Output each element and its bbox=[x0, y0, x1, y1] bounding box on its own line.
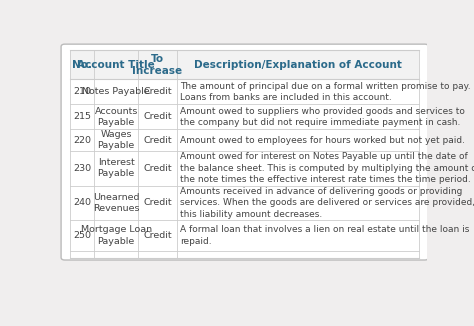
Text: Account Title: Account Title bbox=[77, 60, 155, 70]
Text: 240: 240 bbox=[73, 199, 91, 207]
Text: Notes Payable: Notes Payable bbox=[82, 87, 150, 96]
Text: Interest
Payable: Interest Payable bbox=[98, 158, 135, 178]
Text: To
Increase: To Increase bbox=[132, 54, 182, 76]
Text: Credit: Credit bbox=[143, 87, 172, 96]
Text: 220: 220 bbox=[73, 136, 91, 145]
Text: 230: 230 bbox=[73, 164, 91, 173]
Text: Credit: Credit bbox=[143, 164, 172, 173]
Text: 215: 215 bbox=[73, 112, 91, 122]
Bar bbox=[70, 51, 419, 79]
Text: Credit: Credit bbox=[143, 231, 172, 240]
Text: Mortgage Loan
Payable: Mortgage Loan Payable bbox=[81, 226, 152, 245]
Text: Accounts
Payable: Accounts Payable bbox=[94, 107, 138, 127]
Text: Unearned
Revenues: Unearned Revenues bbox=[93, 193, 139, 213]
Text: A formal loan that involves a lien on real estate until the loan is
repaid.: A formal loan that involves a lien on re… bbox=[181, 225, 470, 246]
Text: Amount owed to suppliers who provided goods and services to
the company but did : Amount owed to suppliers who provided go… bbox=[181, 107, 465, 127]
Text: Description/Explanation of Account: Description/Explanation of Account bbox=[194, 60, 402, 70]
Text: Credit: Credit bbox=[143, 136, 172, 145]
Text: Credit: Credit bbox=[143, 199, 172, 207]
Text: Amounts received in advance of delivering goods or providing
services. When the : Amounts received in advance of deliverin… bbox=[181, 187, 474, 219]
Text: The amount of principal due on a formal written promise to pay.
Loans from banks: The amount of principal due on a formal … bbox=[181, 82, 471, 102]
Text: Amount owed to employees for hours worked but not yet paid.: Amount owed to employees for hours worke… bbox=[181, 136, 465, 145]
Text: No.: No. bbox=[72, 60, 92, 70]
Text: Credit: Credit bbox=[143, 112, 172, 122]
Text: 210: 210 bbox=[73, 87, 91, 96]
Text: Wages
Payable: Wages Payable bbox=[98, 130, 135, 150]
Text: 250: 250 bbox=[73, 231, 91, 240]
FancyBboxPatch shape bbox=[61, 44, 428, 260]
Text: Amount owed for interest on Notes Payable up until the date of
the balance sheet: Amount owed for interest on Notes Payabl… bbox=[181, 153, 474, 184]
